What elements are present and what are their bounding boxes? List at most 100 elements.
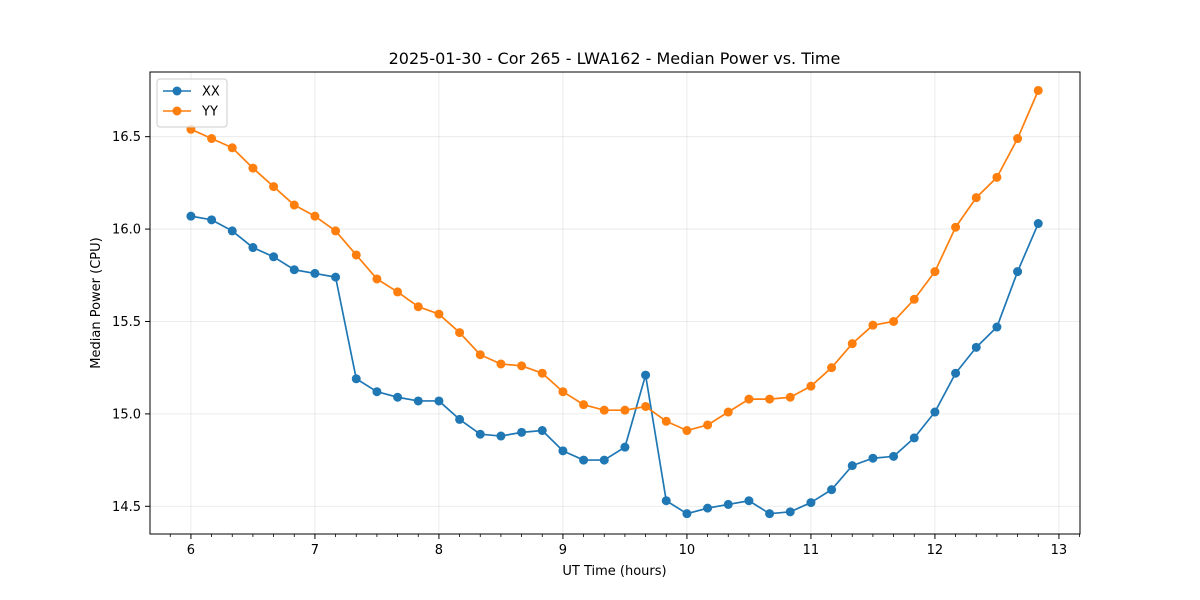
data-point-xx [971,342,981,352]
data-point-yy [517,361,527,371]
series-layer [186,85,1043,519]
data-point-yy [765,394,775,404]
data-point-xx [579,455,589,465]
data-point-yy [537,368,547,378]
data-point-yy [951,222,961,232]
data-point-yy [579,400,589,410]
data-point-xx [413,396,423,406]
data-point-xx [951,368,961,378]
data-point-xx [186,211,196,221]
data-point-xx [207,215,217,225]
x-tick-label: 11 [803,543,820,558]
data-point-yy [558,387,568,397]
data-point-yy [372,274,382,284]
data-point-xx [434,396,444,406]
data-point-xx [537,426,547,436]
data-point-yy [289,200,299,210]
data-point-xx [393,392,403,402]
x-tick-label: 6 [187,543,195,558]
data-point-xx [682,509,692,519]
data-point-yy [475,350,485,360]
data-point-yy [1013,134,1023,144]
y-tick-label: 15.0 [112,407,141,422]
y-axis-label: Median Power (CPU) [89,237,104,368]
data-point-xx [1013,267,1023,277]
data-point-xx [889,451,899,461]
data-point-xx [1033,219,1043,229]
data-point-yy [889,316,899,326]
data-point-xx [475,429,485,439]
data-point-yy [269,182,279,192]
data-point-xx [930,407,940,417]
data-point-xx [703,503,713,513]
data-point-yy [806,381,816,391]
data-point-xx [785,507,795,517]
data-point-yy [661,416,671,426]
data-point-yy [909,294,919,304]
x-axis-label: UT Time (hours) [562,564,666,579]
data-point-yy [227,143,237,153]
x-tick-label: 9 [559,543,567,558]
data-point-xx [289,265,299,275]
data-point-yy [930,267,940,277]
data-point-xx [496,431,506,441]
data-point-yy [351,250,361,260]
data-point-xx [269,252,279,262]
data-point-xx [517,427,527,437]
legend-xx-marker [172,86,182,96]
series-xx [186,211,1043,519]
data-point-xx [455,414,465,424]
data-point-yy [785,392,795,402]
data-point-xx [599,455,609,465]
legend: XX YY [156,78,228,128]
data-point-yy [641,401,651,411]
data-point-yy [310,211,320,221]
data-point-yy [703,420,713,430]
data-point-yy [620,405,630,415]
data-point-yy [744,394,754,404]
data-point-xx [641,370,651,380]
x-tick-label: 13 [1051,543,1068,558]
x-tick-label: 8 [435,543,443,558]
data-point-xx [661,496,671,506]
legend-yy-marker [172,106,182,116]
data-point-xx [558,446,568,456]
grid [150,72,1080,534]
data-point-yy [248,163,258,173]
data-point-xx [351,374,361,384]
data-point-xx [806,498,816,508]
y-tick-label: 14.5 [112,500,141,515]
legend-xx-label: XX [202,85,220,100]
data-point-xx [909,433,919,443]
data-point-xx [744,496,754,506]
data-point-yy [434,309,444,319]
data-point-xx [847,461,857,471]
data-point-yy [1033,85,1043,95]
data-point-yy [971,193,981,203]
data-point-xx [723,499,733,509]
data-point-xx [992,322,1002,332]
data-point-yy [682,426,692,436]
x-tick-label: 10 [679,543,696,558]
data-point-yy [599,405,609,415]
plot-frame [149,71,1081,535]
data-point-xx [827,485,837,495]
data-point-xx [227,226,237,236]
data-point-yy [847,339,857,349]
data-point-yy [496,359,506,369]
legend-yy-label: YY [201,105,218,120]
data-point-yy [393,287,403,297]
data-point-yy [413,302,423,312]
data-point-xx [372,387,382,397]
y-tick-label: 16.5 [112,130,141,145]
data-point-xx [248,243,258,253]
data-point-yy [331,226,341,236]
data-point-yy [207,134,217,144]
chart-title: 2025-01-30 - Cor 265 - LWA162 - Median P… [389,49,841,68]
data-point-xx [331,272,341,282]
series-yy [186,85,1043,436]
data-point-yy [992,172,1002,182]
data-point-xx [868,453,878,463]
data-point-xx [620,442,630,452]
